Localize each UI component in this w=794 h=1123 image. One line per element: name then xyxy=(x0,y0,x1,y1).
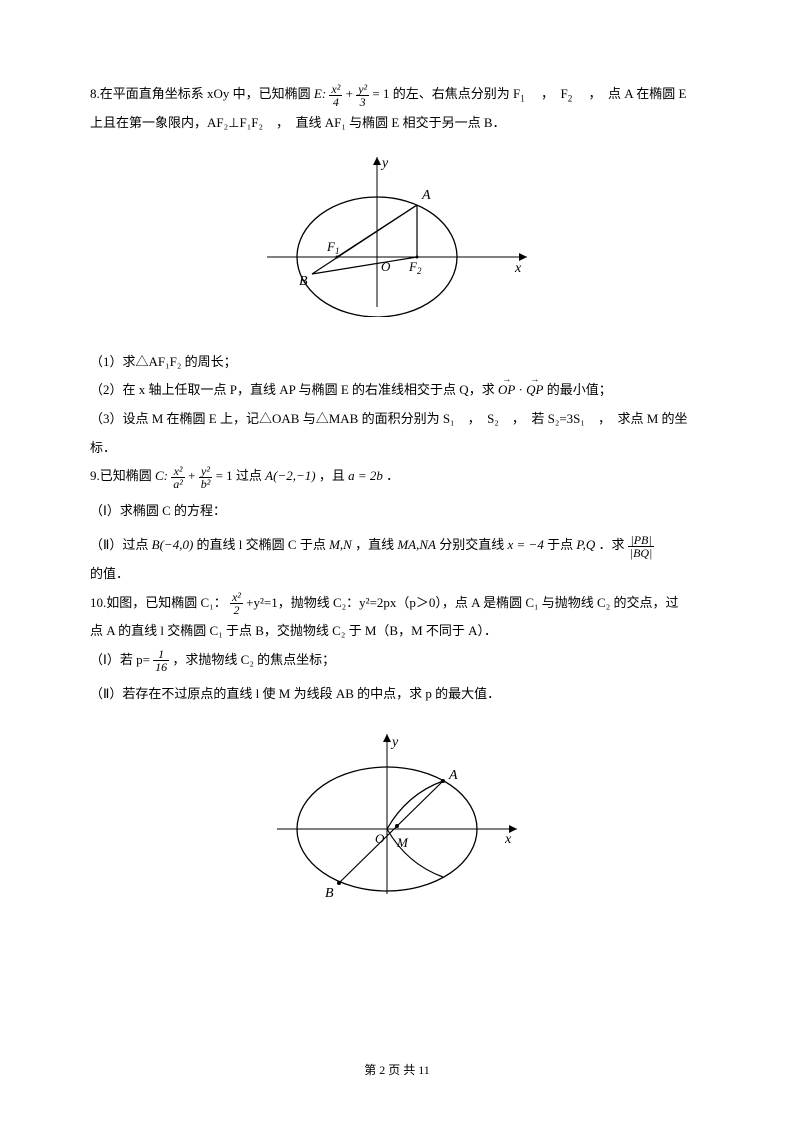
text: ，直线 xyxy=(355,537,397,552)
text: ，求抛物线 C₂ 的焦点坐标； xyxy=(172,652,335,667)
q8-line2: 上且在第一象限内，AF₂⊥F₁F₂ ， 直线 AF₁ 与椭圆 E 相交于另一点 … xyxy=(90,109,704,138)
svg-text:O: O xyxy=(375,831,385,846)
footer-mid: 页 共 xyxy=(385,1063,418,1077)
ab: a = 2b xyxy=(348,468,383,483)
q8-part2: （2）在 x 轴上任取一点 P，直线 AP 与椭圆 E 的右准线相交于点 Q，求… xyxy=(90,376,704,405)
text: = 1 的左、右焦点分别为 F xyxy=(372,86,520,101)
svg-text:F2: F2 xyxy=(408,259,422,276)
text: 8.在平面直角坐标系 xOy 中，已知椭圆 xyxy=(90,86,314,101)
mana: MA,NA xyxy=(397,537,436,552)
svg-text:B: B xyxy=(299,274,308,289)
footer-total: 11 xyxy=(418,1063,430,1077)
text: +y²=1，抛物线 C₂：y²=2px（p＞0），点 A 是椭圆 C₁ 与抛物线… xyxy=(246,595,678,610)
footer-prefix: 第 xyxy=(364,1063,379,1077)
text: 的直线 l 交椭圆 C 于点 xyxy=(197,537,330,552)
svg-text:y: y xyxy=(380,156,389,171)
svg-text:x: x xyxy=(504,832,512,847)
q8-figure: y x A B O F1 F2 xyxy=(90,147,704,328)
svg-text:M: M xyxy=(396,835,409,850)
svg-text:A: A xyxy=(421,188,431,203)
eq: C: xyxy=(155,468,168,483)
text: 于点 xyxy=(547,537,576,552)
q9-part1: （Ⅰ）求椭圆 C 的方程： xyxy=(90,497,704,526)
q8-part3: （3）设点 M 在椭圆 E 上，记△OAB 与△MAB 的面积分别为 S₁ ， … xyxy=(90,405,704,462)
pq: P,Q xyxy=(576,537,595,552)
q10-line1: 10.如图，已知椭圆 C₁： x²2 +y²=1，抛物线 C₂：y²=2px（p… xyxy=(90,589,704,618)
q9-part2: （Ⅱ）过点 B(−4,0) 的直线 l 交椭圆 C 于点 M,N ，直线 MA,… xyxy=(90,531,704,560)
text: 分别交直线 xyxy=(439,537,507,552)
q8-part1: （1）求△AF₁F₂ 的周长； xyxy=(90,348,704,377)
page: 8.在平面直角坐标系 xOy 中，已知椭圆 E: x²4 + y²3 = 1 的… xyxy=(0,0,794,1123)
svg-text:B: B xyxy=(325,886,334,901)
frac: y²3 xyxy=(356,83,369,108)
svg-text:A: A xyxy=(448,768,458,783)
text: 10.如图，已知椭圆 C₁： xyxy=(90,595,227,610)
eq: E: xyxy=(314,86,326,101)
q10-part2: （Ⅱ）若存在不过原点的直线 l 使 M 为线段 AB 的中点，求 p 的最大值． xyxy=(90,680,704,709)
q9-line1: 9.已知椭圆 C: x²a² + y²b² = 1 过点 A(−2,−1) ，且… xyxy=(90,462,704,491)
text: ，且 xyxy=(319,468,348,483)
text: ．求 xyxy=(599,537,628,552)
svg-text:x: x xyxy=(514,261,522,276)
vec-op: OP xyxy=(498,376,515,405)
plus: + xyxy=(346,86,357,101)
q10-figure: y x A B O M xyxy=(90,719,704,920)
text: 的最小值； xyxy=(547,382,612,397)
plus: + xyxy=(188,468,199,483)
mn: M,N xyxy=(329,537,352,552)
text: ， F xyxy=(528,86,568,101)
page-footer: 第 2 页 共 11 xyxy=(0,1057,794,1083)
svg-text:y: y xyxy=(390,735,399,750)
pt: A(−2,−1) xyxy=(265,468,315,483)
q10-part1: （Ⅰ）若 p= 116 ，求抛物线 C₂ 的焦点坐标； xyxy=(90,646,704,675)
frac: x²4 xyxy=(329,83,342,108)
q10-line2: 点 A 的直线 l 交椭圆 C₁ 于点 B，交抛物线 C₂ 于 M（B，M 不同… xyxy=(90,617,704,646)
frac: x²2 xyxy=(230,591,243,616)
frac: 116 xyxy=(153,648,169,673)
pt: B(−4,0) xyxy=(152,537,194,552)
text: 9.已知椭圆 xyxy=(90,468,155,483)
dot: · xyxy=(519,382,527,397)
text: = 1 过点 xyxy=(216,468,266,483)
text: ， 点 A 在椭圆 E xyxy=(576,86,687,101)
q8-diagram: y x A B O F1 F2 xyxy=(257,147,537,317)
svg-text:F1: F1 xyxy=(326,239,339,256)
text: （Ⅱ）过点 xyxy=(90,537,152,552)
xeq: x = −4 xyxy=(508,537,544,552)
q9-part3: 的值． xyxy=(90,560,704,589)
text: （Ⅰ）若 p= xyxy=(90,652,153,667)
text: （2）在 x 轴上任取一点 P，直线 AP 与椭圆 E 的右准线相交于点 Q，求 xyxy=(90,382,498,397)
q8-line1: 8.在平面直角坐标系 xOy 中，已知椭圆 E: x²4 + y²3 = 1 的… xyxy=(90,80,704,109)
frac-ratio: |PB||BQ| xyxy=(628,534,655,559)
frac: y²b² xyxy=(199,465,213,490)
frac: x²a² xyxy=(171,465,185,490)
svg-text:O: O xyxy=(381,259,391,274)
q10-diagram: y x A B O M xyxy=(257,719,537,909)
text: ． xyxy=(386,468,399,483)
vec-qp: QP xyxy=(526,376,543,405)
